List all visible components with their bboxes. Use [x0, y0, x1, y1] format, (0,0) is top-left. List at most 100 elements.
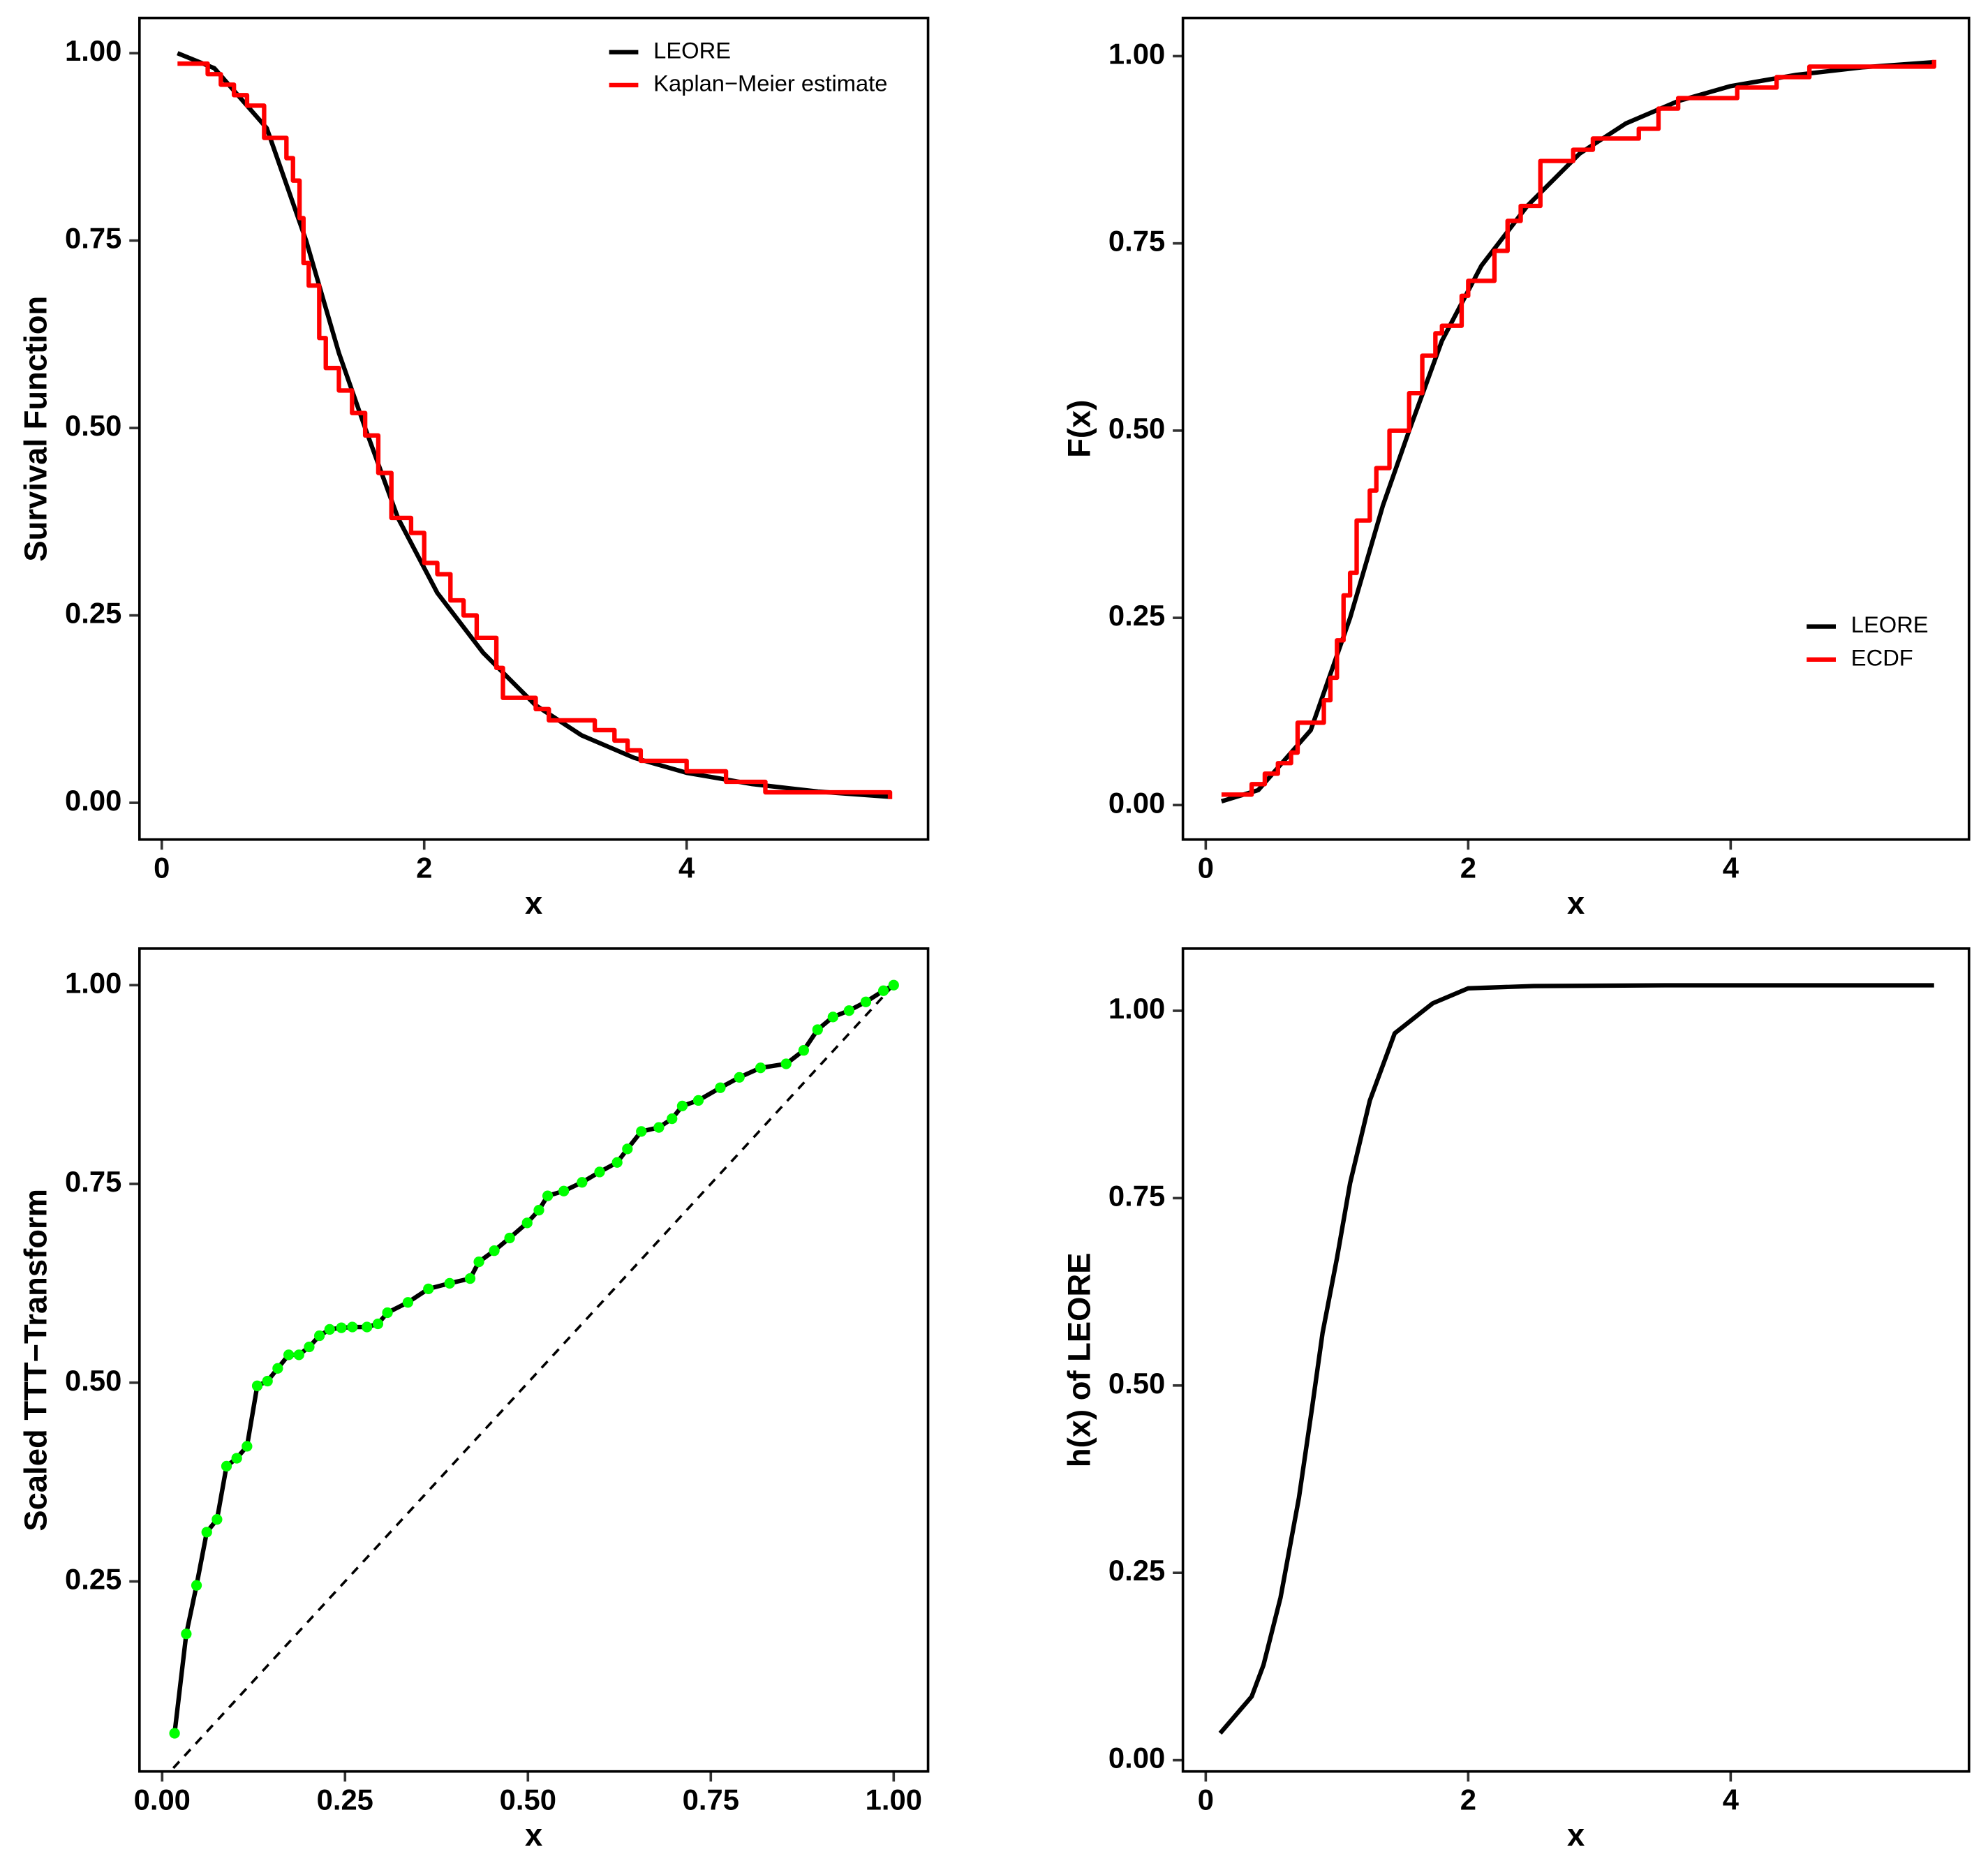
plot-frame	[1181, 947, 1971, 1773]
series-line	[172, 983, 895, 1734]
legend-label: LEORE	[653, 37, 731, 63]
point	[251, 1380, 263, 1391]
y-tick-label: 0.50	[65, 409, 121, 442]
point	[324, 1324, 335, 1335]
x-tick-label: 0	[1198, 1783, 1214, 1816]
point	[489, 1245, 500, 1257]
point	[755, 1062, 766, 1074]
point	[231, 1453, 242, 1464]
y-axis-title: F(x)	[1061, 400, 1097, 458]
point	[780, 1058, 792, 1069]
x-tick-label: 4	[1723, 851, 1739, 884]
series-line	[177, 51, 891, 799]
plot-frame	[138, 16, 930, 841]
y-tick-label: 1.00	[65, 966, 121, 999]
point	[336, 1322, 347, 1333]
point	[242, 1441, 253, 1452]
y-tick-label: 0.75	[65, 222, 121, 255]
series-line	[1221, 59, 1936, 797]
y-tick-label: 0.50	[1108, 412, 1165, 445]
point	[715, 1082, 726, 1093]
point	[676, 1100, 688, 1112]
x-tick-label: 4	[1723, 1783, 1739, 1816]
point	[304, 1341, 315, 1353]
y-tick-label: 1.00	[65, 34, 121, 67]
y-tick-label: 0.75	[1108, 1179, 1165, 1212]
x-tick-label: 2	[1460, 851, 1476, 884]
x-axis-title: x	[525, 885, 542, 921]
point	[444, 1277, 455, 1289]
y-tick-label: 0.00	[1108, 1742, 1165, 1774]
y-axis-title: Scaled TTT−Transform	[17, 1189, 53, 1532]
legend-label: Kaplan−Meier estimate	[653, 71, 887, 96]
x-axis-title: x	[1567, 885, 1585, 921]
point	[622, 1143, 633, 1155]
legend-label: ECDF	[1851, 644, 1913, 670]
point	[372, 1318, 384, 1330]
point	[313, 1330, 325, 1342]
point	[272, 1363, 283, 1374]
plot-frame	[1181, 16, 1971, 841]
point	[504, 1232, 515, 1244]
y-axis-title: Survival Function	[17, 296, 53, 562]
series-line	[177, 61, 893, 799]
series-line	[1220, 59, 1934, 804]
plot-frame	[138, 947, 930, 1773]
point	[262, 1375, 273, 1387]
point	[734, 1072, 745, 1083]
legend-label: LEORE	[1851, 611, 1929, 637]
point	[473, 1256, 484, 1268]
point	[212, 1514, 223, 1525]
series-line	[1218, 983, 1934, 1735]
x-tick-label: 2	[1460, 1783, 1476, 1816]
point	[423, 1283, 434, 1294]
point	[221, 1460, 232, 1472]
point	[594, 1166, 605, 1178]
x-tick-label: 1.00	[866, 1783, 922, 1816]
point	[542, 1190, 554, 1201]
point	[362, 1321, 373, 1333]
y-tick-label: 0.50	[1108, 1367, 1165, 1400]
point	[860, 996, 872, 1007]
point	[169, 1728, 180, 1739]
y-tick-label: 0.25	[1108, 1554, 1165, 1587]
point	[667, 1113, 678, 1125]
point	[283, 1349, 295, 1361]
point	[888, 979, 899, 991]
point	[636, 1126, 647, 1137]
x-axis-title: x	[525, 1817, 542, 1853]
x-tick-label: 0.25	[317, 1783, 373, 1816]
point	[533, 1204, 544, 1216]
y-tick-label: 0.25	[1108, 599, 1165, 632]
y-tick-label: 0.00	[1108, 786, 1165, 819]
x-tick-label: 0	[154, 851, 170, 884]
point	[843, 1005, 854, 1016]
point	[877, 985, 889, 996]
point	[611, 1157, 623, 1168]
y-tick-label: 0.75	[65, 1165, 121, 1198]
y-tick-label: 0.50	[65, 1364, 121, 1397]
y-tick-label: 1.00	[1108, 992, 1165, 1025]
y-tick-label: 0.75	[1108, 225, 1165, 258]
point	[402, 1297, 414, 1308]
point	[692, 1095, 704, 1106]
x-tick-label: 4	[678, 851, 695, 884]
y-tick-label: 1.00	[1108, 37, 1165, 70]
y-tick-label: 0.00	[65, 784, 121, 817]
point	[181, 1629, 192, 1640]
point	[577, 1177, 588, 1188]
point	[347, 1321, 358, 1333]
x-tick-label: 0.75	[683, 1783, 739, 1816]
x-axis-title: x	[1567, 1817, 1585, 1853]
point	[521, 1217, 533, 1229]
point	[382, 1307, 393, 1319]
point	[653, 1122, 665, 1133]
point	[201, 1527, 212, 1538]
point	[293, 1349, 304, 1361]
x-tick-label: 0.50	[500, 1783, 556, 1816]
x-tick-label: 2	[416, 851, 432, 884]
x-tick-label: 0	[1198, 851, 1214, 884]
point	[798, 1045, 810, 1056]
x-tick-label: 0.00	[134, 1783, 191, 1816]
